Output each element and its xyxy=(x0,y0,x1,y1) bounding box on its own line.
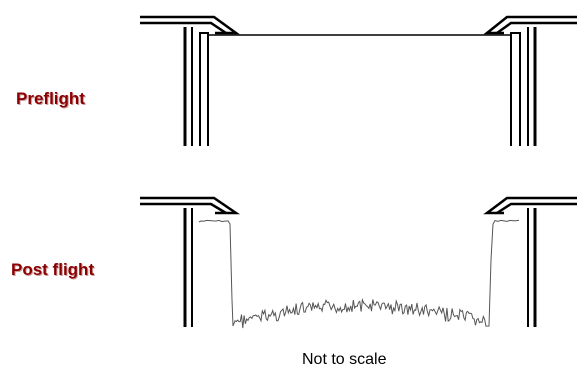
preflight-left-wall xyxy=(183,27,209,146)
preflight-label: Preflight xyxy=(16,89,85,108)
postflight-panel xyxy=(140,196,577,329)
postflight-left-wall xyxy=(183,208,193,327)
preflight-panel xyxy=(140,15,577,146)
postflight-right-lip xyxy=(483,196,577,215)
postflight-eroded-surface xyxy=(198,219,520,329)
postflight-label: Post flight xyxy=(11,260,95,279)
preflight-right-lip xyxy=(483,15,577,35)
scale-caption: Not to scale xyxy=(302,351,387,368)
postflight-right-wall xyxy=(527,208,537,327)
preflight-left-lip xyxy=(140,15,240,35)
preflight-right-wall xyxy=(510,27,537,146)
postflight-left-lip xyxy=(140,196,241,215)
